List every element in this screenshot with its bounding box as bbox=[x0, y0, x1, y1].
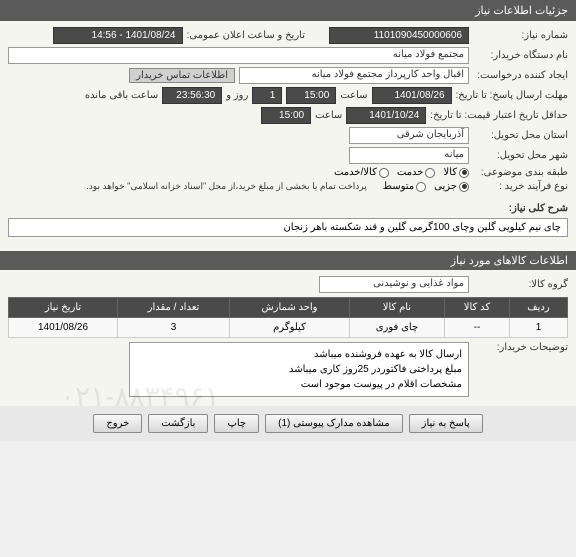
label-requester: ایجاد کننده درخواست: bbox=[473, 70, 568, 81]
value-validity-time: 15:00 bbox=[261, 107, 311, 124]
radio-goods[interactable] bbox=[459, 168, 469, 178]
form-section: شماره نیاز: 1101090450000606 تاریخ و ساع… bbox=[0, 21, 576, 201]
label-time1: ساعت bbox=[340, 90, 367, 101]
buyer-notes: ارسال کالا به عهده فروشنده میباشد مبلغ پ… bbox=[129, 342, 469, 397]
value-deadline-time: 15:00 bbox=[286, 87, 336, 104]
label-announce-date: تاریخ و ساعت اعلان عمومی: bbox=[187, 30, 306, 41]
back-button[interactable]: بازگشت bbox=[148, 414, 208, 433]
label-need-desc: شرح کلی نیاز: bbox=[473, 203, 568, 214]
th-row: ردیف bbox=[510, 298, 568, 318]
label-province: استان محل تحویل: bbox=[473, 130, 568, 141]
value-province: آذربایجان شرقی bbox=[349, 127, 469, 144]
label-time2: ساعت bbox=[315, 110, 342, 121]
label-category: طبقه بندی موضوعی: bbox=[473, 167, 568, 178]
th-date: تاریخ نیاز bbox=[9, 298, 118, 318]
radio-partial[interactable] bbox=[459, 182, 469, 192]
buyer-contact-info-button[interactable]: اطلاعات تماس خریدار bbox=[129, 68, 235, 83]
table-row: 1 -- چای فوری کیلوگرم 3 1401/08/26 bbox=[9, 318, 568, 338]
th-qty: تعداد / مقدار bbox=[117, 298, 229, 318]
radio-goods-service[interactable] bbox=[379, 168, 389, 178]
main-container: جزئیات اطلاعات نیاز شماره نیاز: 11010904… bbox=[0, 0, 576, 441]
label-need-number: شماره نیاز: bbox=[473, 30, 568, 41]
respond-button[interactable]: پاسخ به نیاز bbox=[409, 414, 483, 433]
th-unit: واحد شمارش bbox=[229, 298, 349, 318]
need-description: چای نیم کیلویی گلین وچای 100گرمی گلین و … bbox=[8, 218, 568, 237]
value-countdown: 23:56:30 bbox=[162, 87, 222, 104]
value-city: میانه bbox=[349, 147, 469, 164]
label-purchase-process: نوع فرآیند خرید : bbox=[473, 181, 568, 192]
category-radio-group: کالا خدمت کالا/خدمت bbox=[334, 167, 469, 178]
radio-medium[interactable] bbox=[416, 182, 426, 192]
header-bar: جزئیات اطلاعات نیاز bbox=[0, 0, 576, 21]
print-button[interactable]: چاپ bbox=[214, 414, 259, 433]
view-attachments-button[interactable]: مشاهده مدارک پیوستی (1) bbox=[265, 414, 403, 433]
value-buyer-org: مجتمع فولاد میانه bbox=[8, 47, 469, 64]
label-city: شهر محل تحویل: bbox=[473, 150, 568, 161]
th-code: کد کالا bbox=[444, 298, 509, 318]
value-requester: اقبال واحد کارپرداز مجتمع فولاد میانه bbox=[239, 67, 469, 84]
label-time-remaining: ساعت باقی مانده bbox=[85, 90, 158, 101]
button-row: پاسخ به نیاز مشاهده مدارک پیوستی (1) چاپ… bbox=[0, 406, 576, 441]
process-radio-group: جزیی متوسط bbox=[383, 181, 469, 192]
label-day-and: روز و bbox=[226, 90, 248, 101]
value-deadline-date: 1401/08/26 bbox=[372, 87, 452, 104]
value-validity-date: 1401/10/24 bbox=[346, 107, 426, 124]
th-name: نام کالا bbox=[350, 298, 445, 318]
label-price-validity: حداقل تاریخ اعتبار قیمت: تا تاریخ: bbox=[430, 110, 568, 121]
label-response-deadline: مهلت ارسال پاسخ: تا تاریخ: bbox=[456, 90, 568, 101]
label-goods-group: گروه کالا: bbox=[473, 279, 568, 290]
label-buyer-notes: توضیحات خریدار: bbox=[473, 342, 568, 353]
section-goods-info: اطلاعات کالاهای مورد نیاز bbox=[0, 251, 576, 270]
value-goods-group: مواد غذایی و نوشیدنی bbox=[319, 276, 469, 293]
radio-service[interactable] bbox=[425, 168, 435, 178]
goods-table: ردیف کد کالا نام کالا واحد شمارش تعداد /… bbox=[8, 297, 568, 338]
value-announce-date: 1401/08/24 - 14:56 bbox=[53, 27, 183, 44]
exit-button[interactable]: خروج bbox=[93, 414, 142, 433]
label-payment-note: پرداخت تمام یا بخشی از مبلغ خرید،از محل … bbox=[86, 181, 366, 192]
value-need-number: 1101090450000606 bbox=[329, 27, 469, 44]
value-days: 1 bbox=[252, 87, 282, 104]
header-title: جزئیات اطلاعات نیاز bbox=[475, 5, 568, 17]
label-buyer-org: نام دستگاه خریدار: bbox=[473, 50, 568, 61]
